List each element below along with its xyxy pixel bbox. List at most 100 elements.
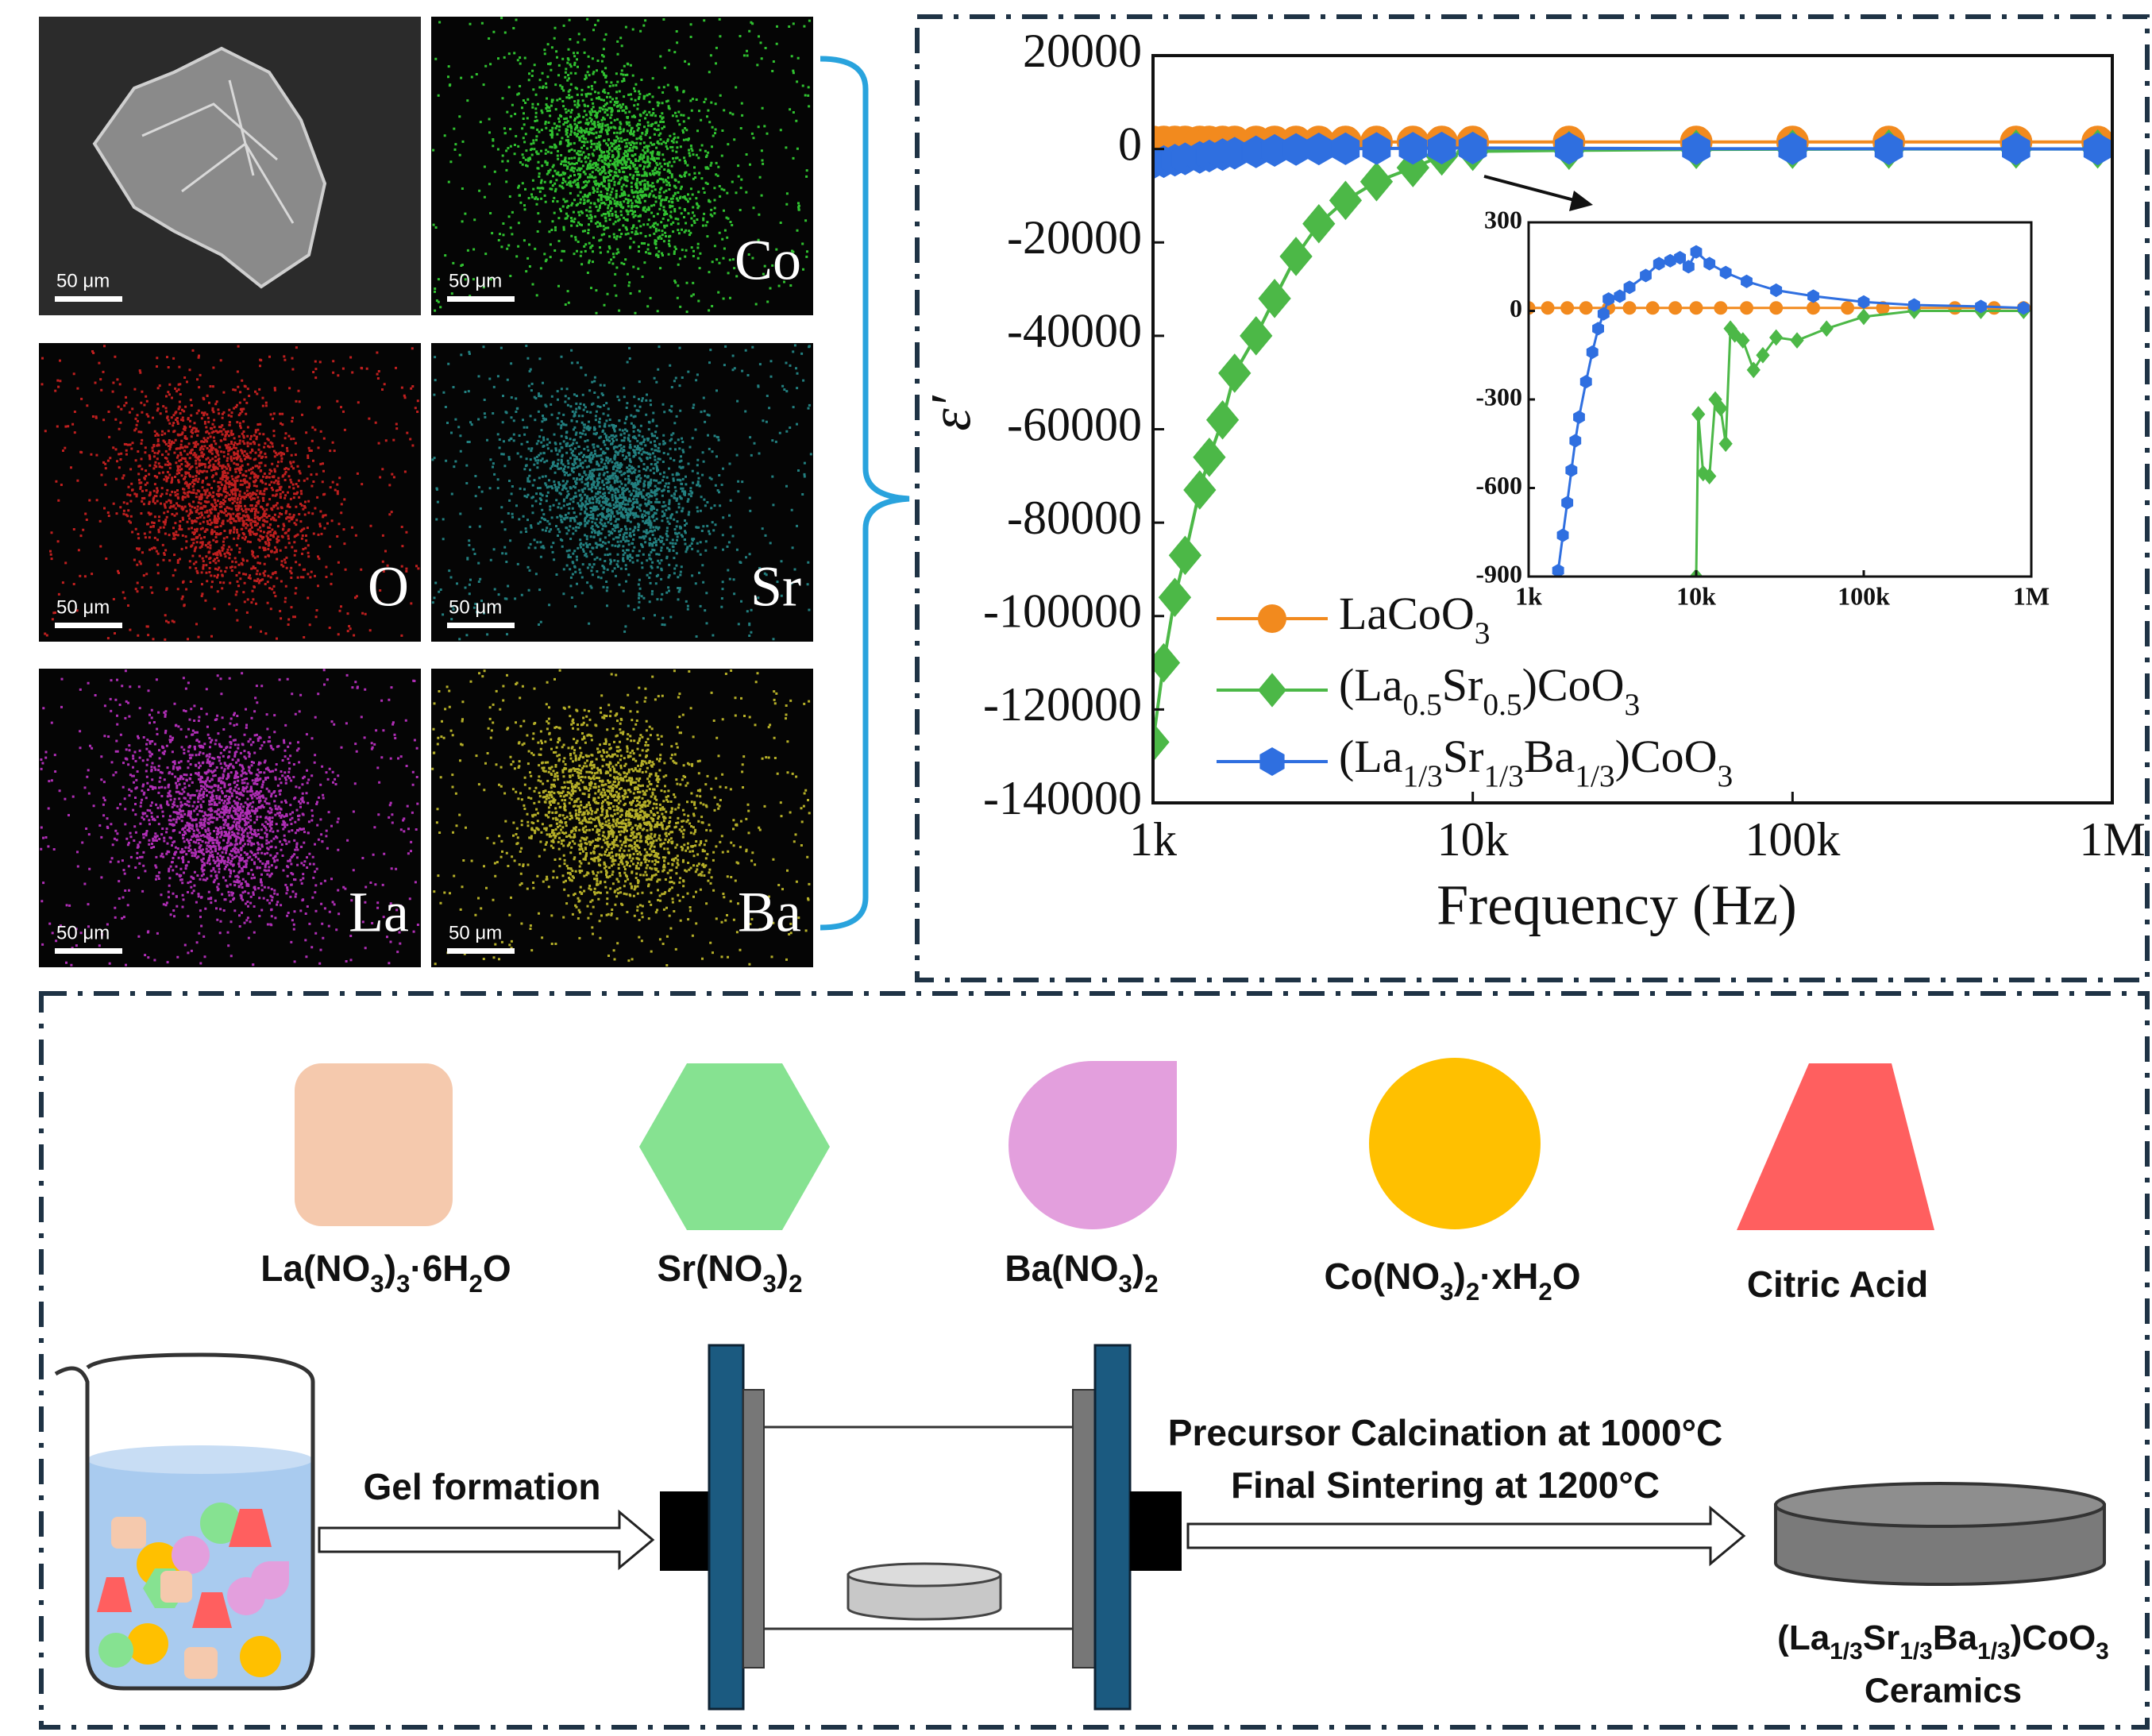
element-label: Ba bbox=[738, 881, 801, 944]
x-tick-label: 1k bbox=[1129, 813, 1177, 866]
scale-bar-label: 50 μm bbox=[56, 596, 110, 618]
data-point bbox=[1362, 132, 1391, 165]
edx-panel: La 50 μm bbox=[39, 669, 421, 967]
y-tick-label: 20000 bbox=[1023, 25, 1142, 77]
data-point bbox=[1719, 265, 1732, 280]
data-point bbox=[1329, 180, 1363, 221]
citric-acid-shape bbox=[1737, 1063, 1934, 1230]
data-point bbox=[1682, 132, 1710, 165]
data-point bbox=[1592, 322, 1604, 336]
precursor-label: Sr(NO3)2 bbox=[657, 1248, 802, 1298]
particle bbox=[97, 1577, 132, 1612]
data-point bbox=[1427, 131, 1456, 164]
data-point bbox=[1573, 410, 1585, 424]
panel-image bbox=[39, 669, 421, 967]
precursor-label: La(NO3)3·6H2O bbox=[260, 1248, 511, 1298]
scale-bar-label: 50 μm bbox=[56, 922, 110, 943]
series-line bbox=[1556, 249, 2024, 571]
product-label: Ceramics bbox=[1865, 1672, 2022, 1711]
data-point bbox=[1819, 320, 1834, 338]
data-point bbox=[1806, 301, 1820, 315]
particle bbox=[111, 1517, 146, 1549]
legend-label: LaCoO3 bbox=[1339, 588, 1490, 650]
data-point bbox=[1586, 345, 1599, 360]
data-point bbox=[1756, 346, 1770, 364]
data-point bbox=[2017, 301, 2030, 315]
scale-bar bbox=[447, 296, 515, 302]
data-point bbox=[1691, 406, 1706, 422]
series-group bbox=[1153, 125, 2112, 762]
data-point bbox=[1857, 308, 1871, 326]
element-dots bbox=[40, 345, 420, 641]
x-axis-label: Frequency (Hz) bbox=[1437, 874, 1797, 937]
data-point bbox=[1841, 301, 1855, 315]
data-point bbox=[1770, 283, 1783, 298]
flange bbox=[708, 1344, 745, 1711]
data-point bbox=[1857, 295, 1870, 309]
particle bbox=[240, 1636, 281, 1677]
data-point bbox=[1718, 435, 1733, 453]
data-point bbox=[1279, 237, 1313, 276]
y-tick-label: -300 bbox=[1475, 382, 1522, 411]
element-label: O bbox=[368, 555, 409, 619]
x-tick-label: 10k bbox=[1437, 813, 1509, 866]
legend-marker bbox=[1258, 673, 1286, 708]
x-tick-label: 10k bbox=[1676, 581, 1716, 610]
step-label: Gel formation bbox=[363, 1466, 600, 1507]
chart-panel-border bbox=[915, 14, 2150, 982]
data-point bbox=[1359, 162, 1394, 202]
x-tick-label: 100k bbox=[1838, 581, 1890, 610]
data-point bbox=[1807, 289, 1819, 303]
edx-panel: 50 μm bbox=[39, 17, 421, 315]
step-label: Precursor Calcination at 1000°C bbox=[1168, 1412, 1722, 1453]
data-point bbox=[1740, 301, 1754, 315]
data-point bbox=[1948, 301, 1962, 315]
data-point bbox=[1158, 577, 1192, 618]
data-point bbox=[1602, 292, 1615, 307]
flange bbox=[1093, 1344, 1132, 1711]
inset-chart: -900 -600 -300 0 300 1k 10k 100k 1M bbox=[1475, 205, 2050, 610]
data-point bbox=[1653, 257, 1665, 271]
y-tick-label: -120000 bbox=[983, 678, 1142, 731]
data-point bbox=[1645, 301, 1660, 315]
edx-panel: Co 50 μm bbox=[431, 17, 813, 315]
edx-panel: O 50 μm bbox=[39, 343, 421, 642]
data-point bbox=[1597, 307, 1610, 321]
data-point bbox=[1689, 301, 1703, 315]
flange-plate bbox=[742, 1389, 765, 1668]
data-point bbox=[1561, 496, 1574, 510]
edx-panel: Sr 50 μm bbox=[431, 343, 813, 642]
data-point bbox=[1153, 722, 1170, 762]
data-point bbox=[1302, 203, 1336, 244]
data-point bbox=[1778, 132, 1807, 165]
legend-marker bbox=[1259, 747, 1285, 776]
particle bbox=[172, 1536, 210, 1574]
y-tick-label: -20000 bbox=[1007, 211, 1142, 264]
bracket bbox=[820, 56, 910, 931]
data-point bbox=[1703, 468, 1717, 485]
data-point bbox=[1790, 332, 1804, 349]
scale-bar bbox=[447, 623, 515, 628]
element-label: Co bbox=[735, 229, 801, 292]
chart: -140000-120000-100000-80000-60000-40000-… bbox=[920, 25, 2146, 937]
arrow bbox=[318, 1509, 655, 1571]
data-point bbox=[1331, 132, 1360, 165]
liquid-surface bbox=[87, 1445, 313, 1474]
data-point bbox=[1556, 528, 1569, 542]
data-point bbox=[1714, 301, 1728, 315]
pellet-top bbox=[847, 1562, 1002, 1587]
x-tick-label: 100k bbox=[1745, 813, 1840, 866]
y-tick-label: 0 bbox=[1510, 294, 1522, 322]
y-tick-label: -80000 bbox=[1007, 492, 1142, 544]
furnace bbox=[660, 1344, 1182, 1711]
data-point bbox=[1674, 251, 1686, 265]
co-nitrate-shape bbox=[1369, 1058, 1541, 1229]
y-tick-label: -900 bbox=[1475, 559, 1522, 588]
arrow bbox=[1186, 1505, 1746, 1567]
legend-label: (La0.5Sr0.5)CoO3 bbox=[1339, 659, 1640, 722]
element-dots bbox=[431, 669, 811, 966]
precursor-label: Citric Acid bbox=[1747, 1263, 1928, 1305]
flange-cap bbox=[1130, 1491, 1182, 1571]
